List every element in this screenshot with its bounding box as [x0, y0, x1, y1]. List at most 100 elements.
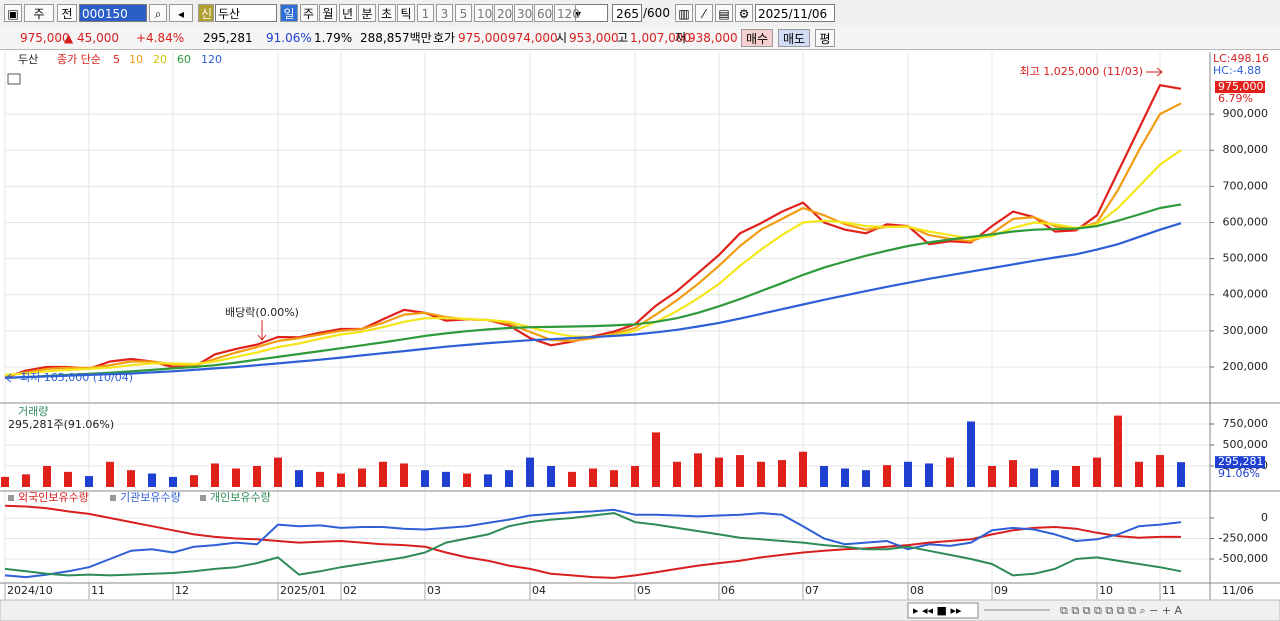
max-count: /600: [643, 6, 670, 20]
search-icon[interactable]: ⌕: [149, 4, 167, 22]
volume-bar: [652, 432, 660, 487]
series-line: [4, 512, 1182, 577]
candle-icon[interactable]: ▥: [675, 4, 693, 22]
volume-bar: [631, 465, 639, 487]
toolbar: ▣ 주 전 000150 ⌕ ◂ 신 두산 ▾ 265 /600 ▥ ⁄ ▤ ⚙…: [0, 0, 1280, 28]
price: 975,000: [20, 31, 70, 45]
interval-button[interactable]: 5: [455, 4, 472, 22]
volume-bar: [253, 465, 261, 487]
avg-button[interactable]: 평: [815, 29, 835, 47]
y-tick-label: 0: [1261, 511, 1268, 524]
x-tick-label: 2024/10: [7, 584, 53, 597]
x-tick-label: 06: [721, 584, 735, 597]
chart-bg: [0, 50, 1280, 621]
panel-subtitle: 종가 단순: [57, 53, 101, 66]
period-button[interactable]: 일: [280, 4, 298, 22]
market-select[interactable]: 주: [24, 4, 54, 22]
count-input[interactable]: 265: [612, 4, 642, 22]
volume-bar: [610, 470, 618, 487]
volume-bar: [127, 470, 135, 487]
volume-bar: [169, 476, 177, 487]
period-button[interactable]: 년: [338, 4, 357, 22]
date-input[interactable]: 2025/11/06: [755, 4, 835, 22]
scope-button[interactable]: 전: [57, 4, 77, 22]
name-input[interactable]: 두산: [215, 4, 277, 22]
volume-bar: [421, 470, 429, 487]
draw-icon[interactable]: ⁄: [695, 4, 713, 22]
current-volume-label: 295,281: [1218, 455, 1264, 468]
current-volume-box: [1215, 456, 1265, 469]
volume-bar: [946, 457, 954, 487]
volume-bar: [589, 468, 597, 487]
settings-icon[interactable]: ⚙: [735, 4, 753, 22]
scroll-controls[interactable]: ▸ ◂◂ ■ ▸▸ ⧉ ⧉ ⧉ ⧉ ⧉ ⧉ ⧉ ⌕ − + A: [907, 602, 1183, 619]
interval-button[interactable]: 120: [554, 4, 580, 22]
series-line: [4, 504, 1181, 579]
nav-buttons[interactable]: [907, 602, 979, 619]
dividend-annotation: 배당락(0.00%): [225, 306, 299, 319]
volume-bar: [232, 468, 240, 487]
legend-entry: 5: [113, 53, 120, 66]
volume-bar: [211, 463, 219, 487]
volume: 295,281: [203, 31, 253, 45]
low: 938,000: [688, 31, 738, 45]
interval-button[interactable]: 10: [474, 4, 493, 22]
x-tick-label: 10: [1099, 584, 1113, 597]
y-tick-label: 700,000: [1223, 179, 1269, 192]
y-tick-label: 900,000: [1223, 107, 1269, 120]
legend-entry: 10: [129, 53, 143, 66]
y-tick-label: -500,000: [1219, 552, 1268, 565]
interval-button[interactable]: 3: [436, 4, 453, 22]
interval-button[interactable]: 1: [417, 4, 434, 22]
y-tick-label: 500,000: [1223, 252, 1269, 265]
volume-bar: [379, 461, 387, 487]
period-button[interactable]: 월: [319, 4, 337, 22]
volume-bar: [484, 474, 492, 487]
interval-button[interactable]: 60: [534, 4, 553, 22]
series-line: [4, 203, 1182, 379]
volume-bar: [1156, 455, 1164, 487]
change-pct: +4.84%: [136, 31, 185, 45]
table-icon[interactable]: [7, 73, 21, 85]
legend-swatch: [110, 495, 116, 501]
x-tick-label: 09: [994, 584, 1008, 597]
period-button[interactable]: 틱: [397, 4, 415, 22]
volume-bar: [442, 471, 450, 487]
series-line: [4, 222, 1182, 379]
volume-bar: [337, 473, 345, 487]
volume-bar: [1093, 457, 1101, 487]
interval-button[interactable]: 20: [494, 4, 513, 22]
current-volume-ratio: 91.06%: [1218, 467, 1260, 480]
code-input[interactable]: 000150: [79, 4, 147, 22]
marks-layer: 2024/10 11 12 2025/01 02 03 04 05 06 07 08 09 10 11 11…: [1, 52, 1269, 597]
volume-bar: [85, 476, 93, 487]
interval-button[interactable]: 30: [514, 4, 533, 22]
volume-bar: [841, 468, 849, 487]
high: 1,007,000: [630, 31, 692, 45]
sell-button[interactable]: 매도: [778, 29, 810, 47]
low-arrow: [5, 373, 18, 383]
y-tick-label: 750,000: [1223, 417, 1269, 430]
x-tick-label: 11: [1162, 584, 1176, 597]
volume-bar: [715, 457, 723, 487]
volume-bar: [799, 451, 807, 487]
period-button[interactable]: 초: [377, 4, 396, 22]
volume-ratio: 91.06%: [266, 31, 312, 45]
buy-button[interactable]: 매수: [741, 29, 773, 47]
high-label: 고: [617, 31, 629, 45]
menu-icon[interactable]: ▣: [4, 4, 22, 22]
y-tick-label: 800,000: [1223, 143, 1269, 156]
series-line: [4, 508, 1182, 579]
volume-bar: [736, 455, 744, 487]
volume-bar: [1030, 468, 1038, 487]
period-button[interactable]: 분: [358, 4, 376, 22]
panel-title: 두산: [18, 53, 38, 66]
period-button[interactable]: 주: [299, 4, 318, 22]
hc-label: HC:-4.88: [1213, 64, 1261, 77]
interval-select[interactable]: ▾: [572, 4, 608, 22]
save-icon[interactable]: ▤: [715, 4, 733, 22]
x-tick-label: 02: [343, 584, 357, 597]
panel-title: 거래량: [18, 405, 48, 418]
sound-icon[interactable]: ◂: [169, 4, 193, 22]
